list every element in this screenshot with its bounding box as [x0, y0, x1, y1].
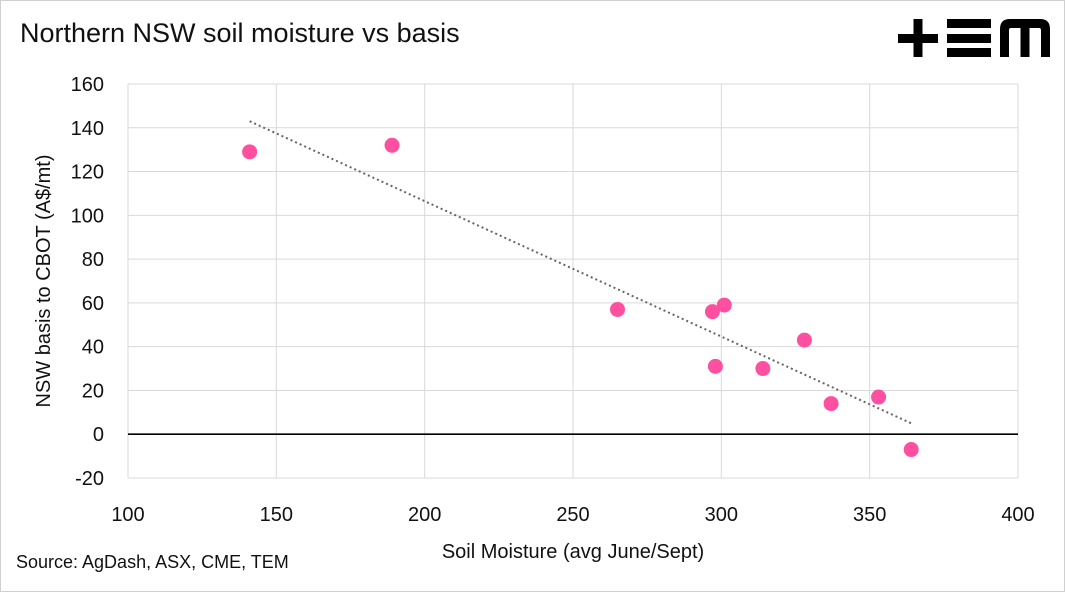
data-point [242, 144, 258, 160]
x-axis-title: Soil Moisture (avg June/Sept) [442, 541, 704, 563]
y-tick-label: 120 [71, 162, 104, 184]
y-tick-label: 0 [93, 424, 104, 446]
data-point [796, 332, 812, 348]
y-tick-label: 60 [82, 293, 104, 315]
data-point [707, 358, 723, 374]
x-tick-label: 150 [260, 504, 293, 526]
data-point [716, 297, 732, 313]
data-point [823, 396, 839, 412]
data-point [704, 304, 720, 320]
x-tick-label: 400 [1001, 504, 1034, 526]
x-tick-label: 200 [408, 504, 441, 526]
x-tick-label: 300 [705, 504, 738, 526]
y-tick-label: 20 [82, 380, 104, 402]
data-point [871, 389, 887, 405]
x-tick-label: 100 [111, 504, 144, 526]
chart-title: Northern NSW soil moisture vs basis [20, 18, 460, 48]
y-tick-label: 140 [71, 118, 104, 140]
y-tick-label: 40 [82, 337, 104, 359]
y-axis-title: NSW basis to CBOT (A$/mt) [33, 154, 55, 407]
x-tick-label: 350 [853, 504, 886, 526]
y-tick-label: -20 [75, 468, 104, 490]
data-point [610, 301, 625, 317]
source-note: Source: AgDash, ASX, CME, TEM [16, 552, 289, 572]
x-tick-label: 250 [556, 504, 589, 526]
tem-logo-icon [898, 19, 1050, 57]
y-tick-label: 100 [71, 205, 104, 227]
data-point [755, 361, 771, 377]
y-tick-label: 80 [82, 249, 104, 271]
data-point [903, 442, 919, 458]
data-point [384, 137, 400, 153]
trendline [249, 120, 912, 425]
y-tick-label: 160 [71, 74, 104, 96]
